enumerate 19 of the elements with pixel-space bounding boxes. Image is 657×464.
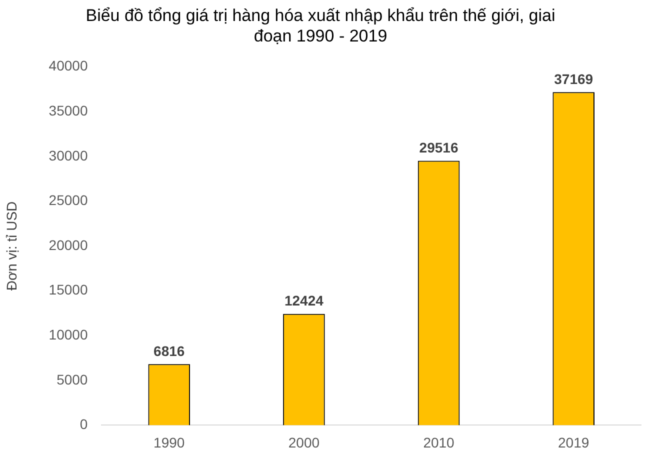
- data-label: 12424: [284, 292, 324, 309]
- y-tick-label: 30000: [48, 147, 88, 164]
- x-tick-label: 1990: [154, 434, 185, 450]
- y-tick-label: 15000: [48, 282, 88, 298]
- y-tick-label: 0: [80, 416, 88, 432]
- y-tick-label: 25000: [48, 192, 88, 208]
- y-axis-title: Đơn vị: tỉ USD: [3, 201, 20, 291]
- chart-title: Biểu đồ tổng giá trị hàng hóa xuất nhập khẩu trên thế giới, giai đoạn 1990 - 2019: [86, 6, 556, 46]
- y-tick-label: 5000: [56, 371, 88, 388]
- data-label: 6816: [154, 342, 185, 359]
- data-label: 37169: [554, 71, 594, 88]
- x-tick-label: 2010: [423, 434, 455, 450]
- x-tick-label: 2000: [288, 434, 320, 450]
- x-tick-label: 2019: [558, 434, 590, 450]
- y-tick-label: 10000: [48, 326, 88, 342]
- y-tick-label: 40000: [48, 58, 88, 74]
- y-tick-label: 20000: [48, 236, 88, 253]
- y-tick-label: 35000: [48, 102, 88, 118]
- data-label: 29516: [419, 140, 458, 156]
